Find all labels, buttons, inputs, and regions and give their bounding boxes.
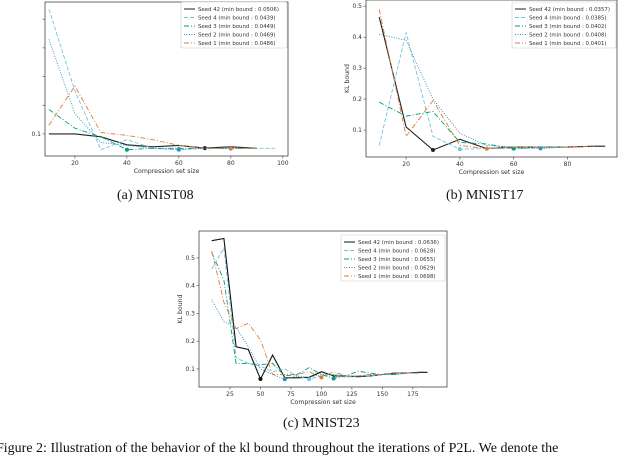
y-tick-label: 0.3 xyxy=(352,65,362,72)
legend-entry: Seed 3 (min bound : 0.0449) xyxy=(198,24,276,30)
x-axis-label: Compression set size xyxy=(290,399,356,406)
x-axis-label: Compression set size xyxy=(134,168,200,175)
figure-caption: Figure 2: Illustration of the behavior o… xyxy=(0,441,559,456)
legend-entry: Seed 2 (min bound : 0.0469) xyxy=(198,33,276,39)
min-marker xyxy=(430,147,435,152)
x-tick-label: 25 xyxy=(226,391,234,398)
legend-entry: Seed 4 (min bound : 0.0439) xyxy=(198,16,276,22)
series-line-2 xyxy=(378,101,568,150)
min-marker xyxy=(307,377,312,382)
legend-entry: Seed 42 (min bound : 0.0357) xyxy=(529,7,610,13)
min-marker xyxy=(538,146,543,151)
y-tick-label: 0.4 xyxy=(185,283,195,290)
chart-2: 25 50 75 100 125 150 175 0.1 0.2 0.3 0.4 0.5 Compres… xyxy=(177,230,448,406)
min-marker xyxy=(202,146,207,151)
min-marker xyxy=(484,146,489,151)
legend-box xyxy=(340,234,446,282)
y-tick-label: 0.2 xyxy=(352,96,362,103)
legend-entry: Seed 42 (min bound : 0.0506) xyxy=(198,7,279,13)
legend: Seed 42 (min bound : 0.0636) Seed 4 (min … xyxy=(340,234,446,282)
caption-b: (b) MNIST17 xyxy=(446,188,524,203)
caption-a: (a) MNIST08 xyxy=(117,188,194,203)
min-marker xyxy=(228,146,233,151)
y-tick-label: 0.1 xyxy=(185,366,195,373)
x-tick-label: 40 xyxy=(123,160,131,167)
legend-entry: Seed 2 (min bound : 0.0629) xyxy=(358,266,436,272)
legend-box xyxy=(180,1,288,49)
x-tick-label: 100 xyxy=(277,160,289,167)
legend-entry: Seed 3 (min bound : 0.0655) xyxy=(358,257,436,263)
y-axis-label: KL bound xyxy=(344,64,351,93)
legend-entry: Seed 3 (min bound : 0.0402) xyxy=(529,24,607,30)
legend-entry: Seed 1 (min bound : 0.0401) xyxy=(529,41,607,47)
x-tick-label: 60 xyxy=(175,160,183,167)
chart-0: 20 40 60 80 100 0.1 Compression set size Seed 4… xyxy=(31,1,289,175)
y-tick-label: 0.4 xyxy=(352,34,362,41)
x-tick-label: 20 xyxy=(71,160,79,167)
min-marker xyxy=(124,147,129,152)
y-axis-label: KL bound xyxy=(177,294,184,323)
legend: Seed 42 (min bound : 0.0506) Seed 4 (min … xyxy=(180,1,288,49)
x-tick-label: 80 xyxy=(227,160,235,167)
series-line-0 xyxy=(48,133,257,149)
series-line-3 xyxy=(379,33,568,149)
min-marker xyxy=(331,376,336,381)
y-tick-label: 0.2 xyxy=(185,338,195,345)
legend-entry: Seed 1 (min bound : 0.0486) xyxy=(198,41,276,47)
chart-1: 20 40 60 80 0.1 0.2 0.3 0.4 0.5 Compression set s… xyxy=(344,0,618,176)
x-tick-label: 80 xyxy=(564,161,572,168)
legend-box xyxy=(511,1,617,49)
y-tick-label: 0.3 xyxy=(185,310,195,317)
legend-entry: Seed 4 (min bound : 0.0385) xyxy=(529,16,607,22)
y-tick-label: 0.5 xyxy=(352,3,362,10)
x-tick-label: 40 xyxy=(456,161,464,168)
x-tick-label: 75 xyxy=(287,391,295,398)
x-axis-label: Compression set size xyxy=(459,169,525,176)
x-tick-label: 150 xyxy=(377,391,389,398)
x-tick-label: 20 xyxy=(402,161,410,168)
y-tick-label: 0.1 xyxy=(352,127,362,134)
caption-c: (c) MNIST23 xyxy=(283,416,360,431)
legend-entry: Seed 2 (min bound : 0.0408) xyxy=(529,33,607,39)
series-line-4 xyxy=(48,85,257,150)
min-marker xyxy=(457,147,462,152)
min-marker xyxy=(319,375,324,380)
min-marker xyxy=(176,147,181,152)
y-tick-label: 0.5 xyxy=(185,255,195,262)
legend: Seed 42 (min bound : 0.0357) Seed 4 (min … xyxy=(511,1,617,49)
min-marker xyxy=(258,377,263,382)
x-tick-label: 50 xyxy=(257,391,265,398)
x-tick-label: 60 xyxy=(510,161,518,168)
series-line-4 xyxy=(211,250,419,378)
x-tick-label: 175 xyxy=(407,391,419,398)
legend-entry: Seed 1 (min bound : 0.0698) xyxy=(358,274,436,280)
legend-entry: Seed 42 (min bound : 0.0636) xyxy=(358,240,439,246)
series-line-0 xyxy=(211,237,428,381)
x-tick-label: 125 xyxy=(346,391,358,398)
legend-entry: Seed 4 (min bound : 0.0628) xyxy=(358,249,436,255)
series-line-3 xyxy=(211,299,419,380)
y-tick-label: 0.1 xyxy=(31,131,41,138)
x-tick-label: 100 xyxy=(316,391,328,398)
min-marker xyxy=(282,377,287,382)
